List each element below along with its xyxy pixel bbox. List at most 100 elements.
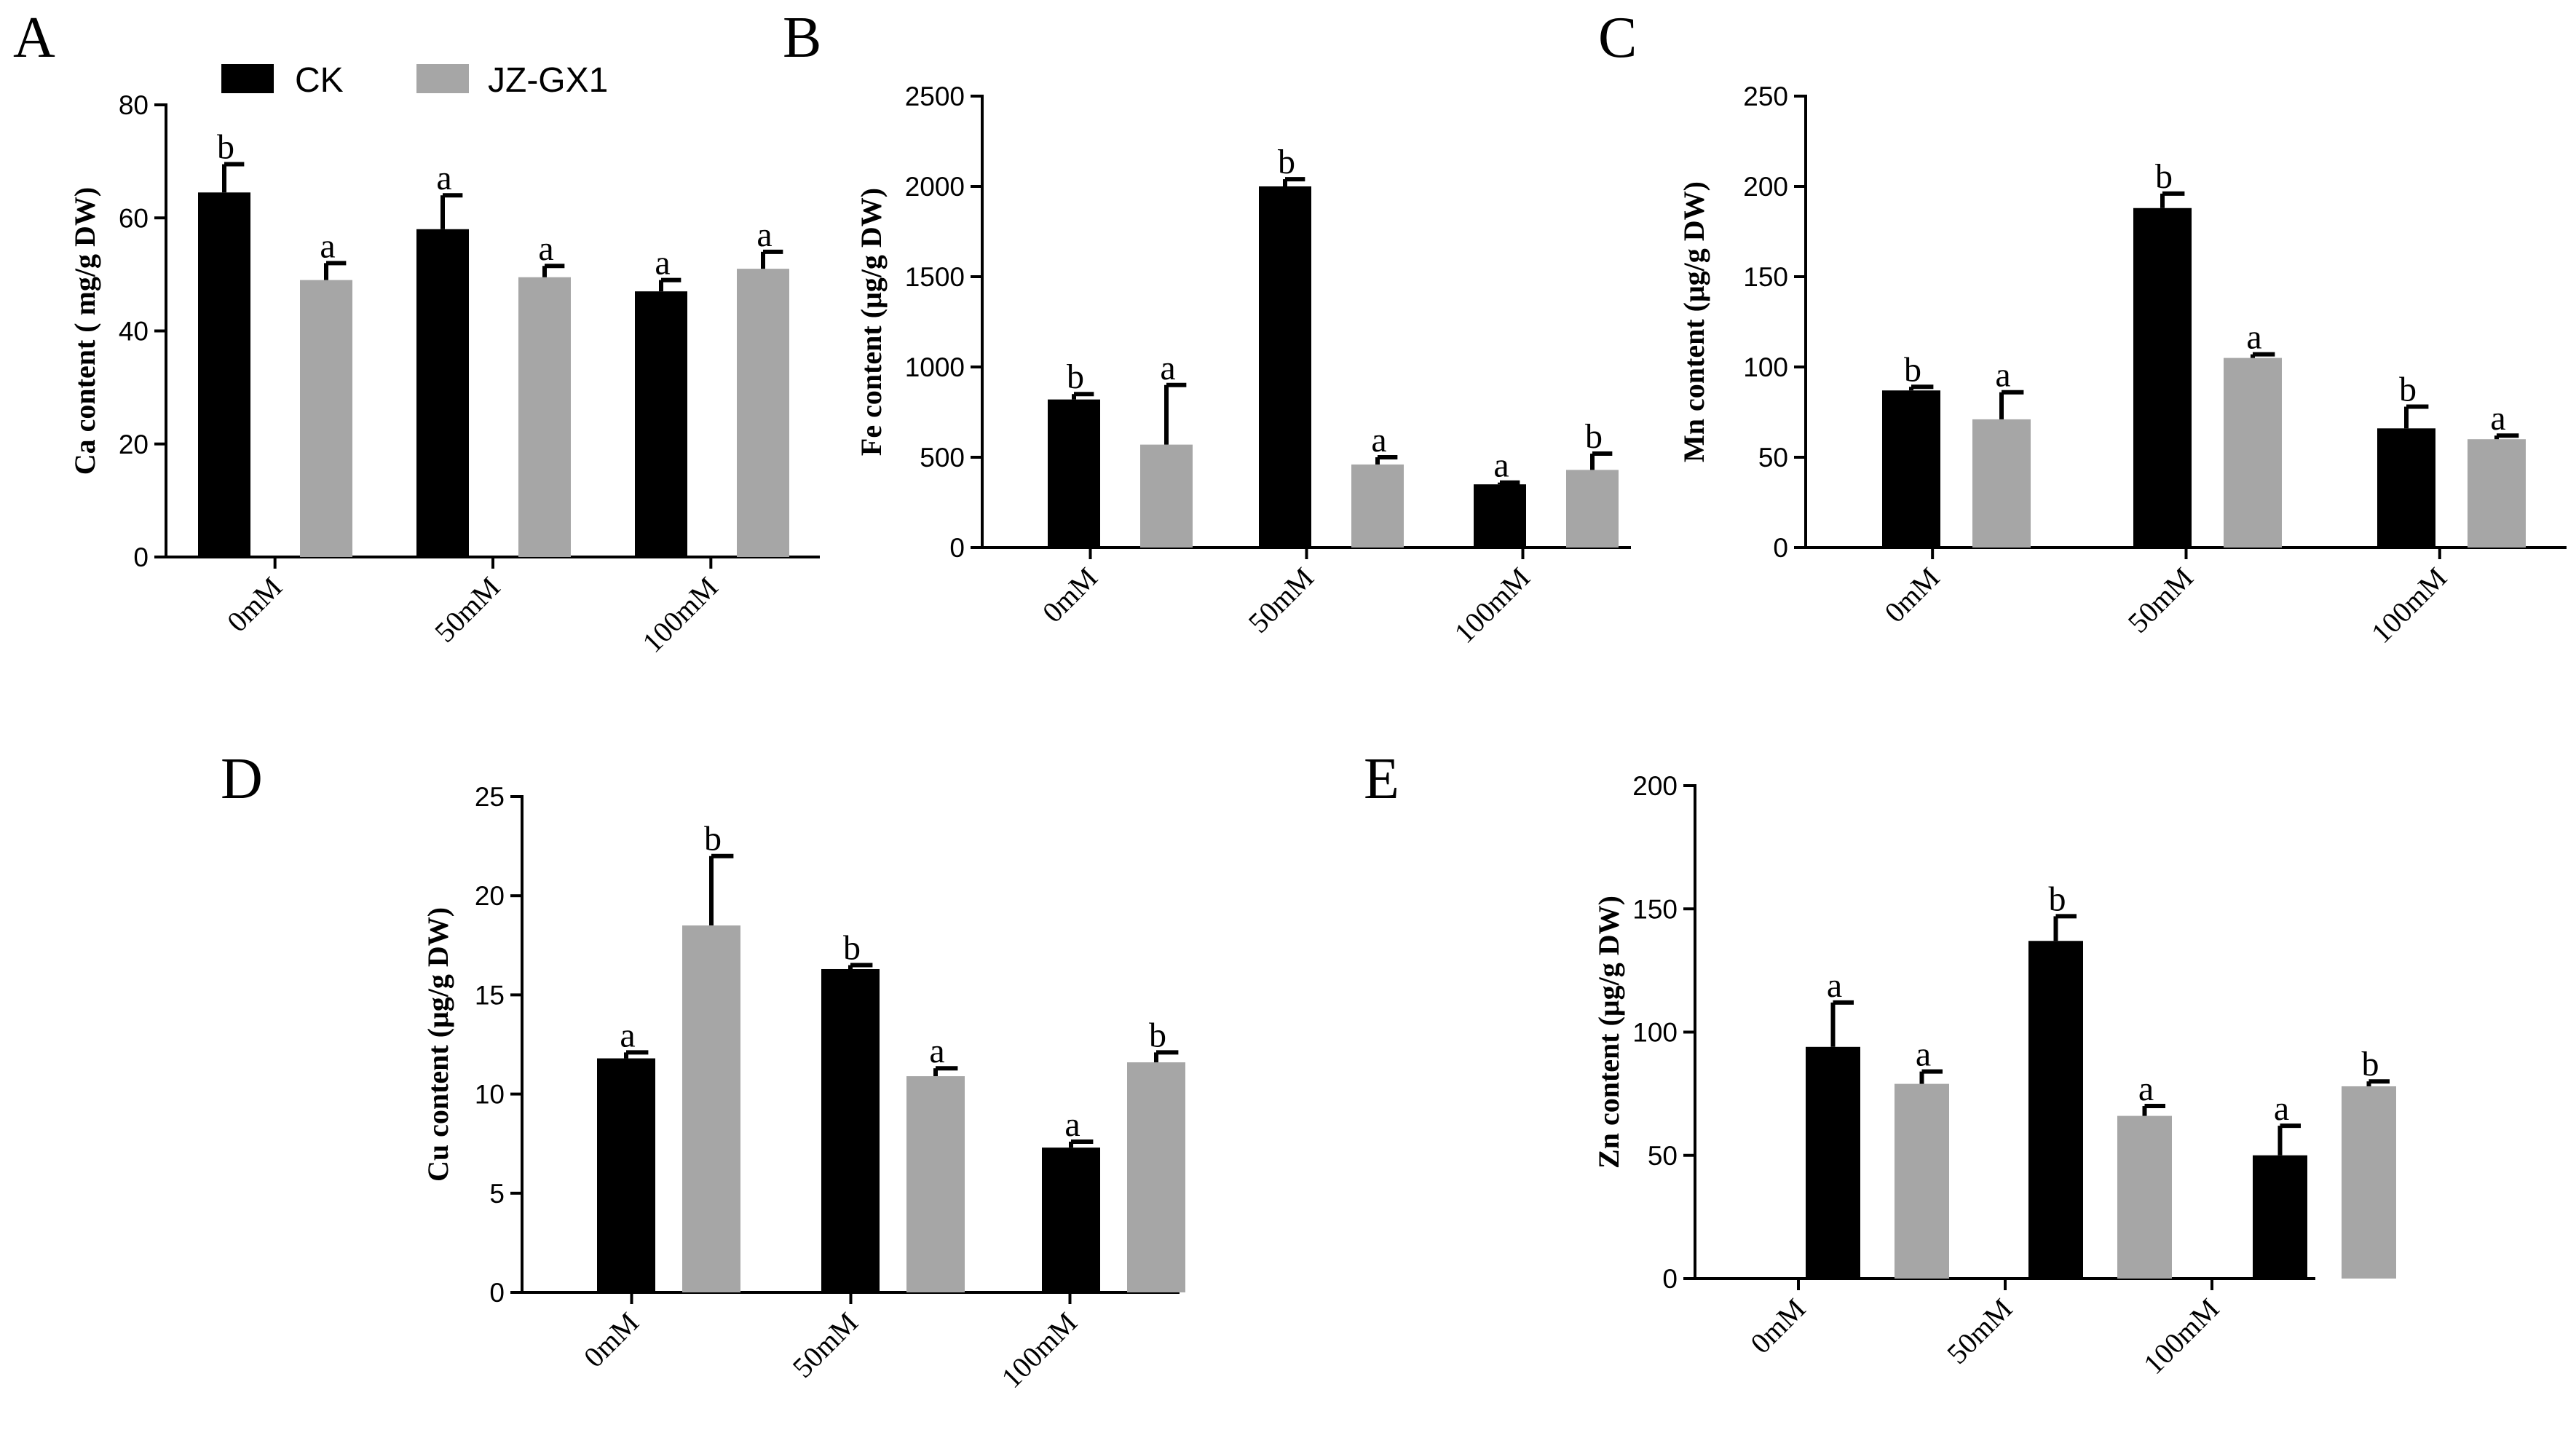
y-tick-label: 250 [1743,82,1788,111]
bar-c-ck-50mM [2133,208,2192,548]
x-tick-label: 0mM [221,571,288,639]
significance-letter: b [704,820,722,858]
x-tick-label: 50mM [1242,561,1320,639]
bar-b-ck-0mM [1048,399,1100,548]
significance-letter: a [2246,318,2261,357]
significance-letter: b [2155,157,2173,196]
legend-label-jzgx1: JZ-GX1 [488,61,608,100]
significance-letter: b [2362,1045,2379,1083]
bar-e-ck-50mM [2028,941,2083,1279]
legend-swatch-jzgx1 [416,64,469,93]
bar-b-jzgx1-0mM [1140,444,1193,548]
significance-letter: b [1585,417,1603,456]
y-axis-label-e: Zn content (μg/g DW) [1592,896,1625,1169]
legend-swatch-ck [221,64,274,93]
panel-label-b: B [783,6,821,70]
legend: CK JZ-GX1 [221,61,608,100]
significance-letter: a [929,1032,944,1070]
y-tick-label: 25 [475,782,505,812]
y-tick-label: 100 [1632,1018,1678,1048]
y-tick-label: 20 [119,430,149,459]
y-tick-label: 0 [133,542,149,572]
y-tick-label: 0 [1662,1264,1678,1294]
y-tick-label: 150 [1743,262,1788,292]
y-axis-label-d: Cu content (μg/g DW) [422,907,454,1182]
significance-letter: a [1827,966,1842,1005]
x-tick-label: 50mM [1940,1292,2018,1370]
significance-letter: a [2138,1070,2154,1108]
x-tick-label: 100mM [636,571,724,659]
bar-d-jzgx1-50mM [906,1076,965,1292]
x-tick-label: 0mM [1744,1292,1812,1360]
panel-label-a: A [13,6,55,70]
x-tick-label: 50mM [2122,561,2200,639]
bar-e-jzgx1-50mM [2117,1115,2172,1279]
y-tick-label: 15 [475,980,505,1010]
significance-letter: a [1493,446,1509,485]
x-tick-label: 100mM [1447,561,1536,649]
y-tick-label: 80 [119,90,149,120]
bar-c-ck-100mM [2377,428,2435,548]
bar-c-jzgx1-50mM [2224,358,2282,548]
x-tick-label: 0mM [1036,561,1104,629]
x-tick-label: 50mM [428,571,506,649]
panel-label-e: E [1364,747,1399,811]
significance-letter: a [1371,421,1386,459]
y-tick-label: 0 [489,1278,505,1308]
y-tick-label: 10 [475,1080,505,1110]
x-tick-label: 100mM [2137,1292,2225,1380]
y-tick-label: 1500 [905,262,965,292]
chart-panel-c: C 0 50 100 150 200 250 Mn content (μg/g DW) 0mM 5… [1598,6,2567,649]
y-tick-label: 150 [1632,894,1678,924]
bar-a-jzgx1-50mM [518,277,571,557]
y-tick-label: 0 [1773,533,1788,563]
panel-label-c: C [1598,6,1637,70]
significance-letter: b [217,128,234,167]
bar-c-jzgx1-100mM [2468,439,2526,548]
y-tick-label: 200 [1632,771,1678,801]
significance-letter: b [1149,1016,1166,1054]
y-tick-label: 500 [920,443,965,473]
legend-label-ck: CK [295,61,344,100]
y-tick-label: 20 [475,881,505,911]
x-tick-label: 50mM [786,1306,864,1384]
significance-letter: a [1995,356,2010,395]
significance-letter: a [1160,349,1175,387]
significance-letter: a [1916,1035,1931,1074]
bar-b-jzgx1-50mM [1351,464,1404,548]
x-tick-label: 100mM [2365,561,2453,649]
x-tick-label: 0mM [1878,561,1945,629]
bar-e-ck-100mM [2253,1155,2307,1279]
bar-b-jzgx1-100mM [1566,470,1619,548]
bar-b-ck-100mM [1474,484,1526,548]
bar-e-ck-0mM [1806,1046,1860,1279]
significance-letter: a [655,244,670,283]
y-axis-label-b: Fe content (μg/g DW) [855,188,888,456]
significance-letter: b [1278,143,1295,181]
bar-c-jzgx1-0mM [1972,419,2031,548]
significance-letter: a [436,159,451,197]
significance-letter: a [620,1016,635,1054]
bar-a-jzgx1-100mM [737,269,789,557]
bar-d-ck-0mM [597,1058,655,1292]
y-axis-label-a: Ca content ( mg/g DW) [68,187,101,475]
bar-b-ck-50mM [1259,186,1311,548]
bar-a-ck-100mM [635,291,687,557]
significance-letter: a [756,216,772,254]
y-tick-label: 2000 [905,172,965,202]
bar-e-jzgx1-0mM [1895,1083,1949,1279]
bar-a-ck-50mM [416,229,469,557]
significance-letter: b [1067,358,1084,396]
significance-letter: a [1064,1105,1080,1144]
bar-a-ck-0mM [198,192,250,557]
chart-panel-d: D 0 5 10 15 20 25 Cu content (μg/g DW) 0mM 50mM 10… [221,747,1185,1394]
y-tick-label: 0 [949,533,965,563]
chart-panel-b: B 0 500 1000 1500 2000 2500 Fe content (μg/g DW… [783,6,1631,649]
y-tick-label: 5 [489,1179,505,1209]
x-tick-label: 0mM [577,1306,645,1374]
significance-letter: b [2399,371,2417,409]
significance-letter: a [320,226,335,265]
y-tick-label: 200 [1743,172,1788,202]
chart-panel-e: E 0 50 100 150 200 Zn content (μg/g DW) 0mM 50mM… [1364,747,2396,1380]
